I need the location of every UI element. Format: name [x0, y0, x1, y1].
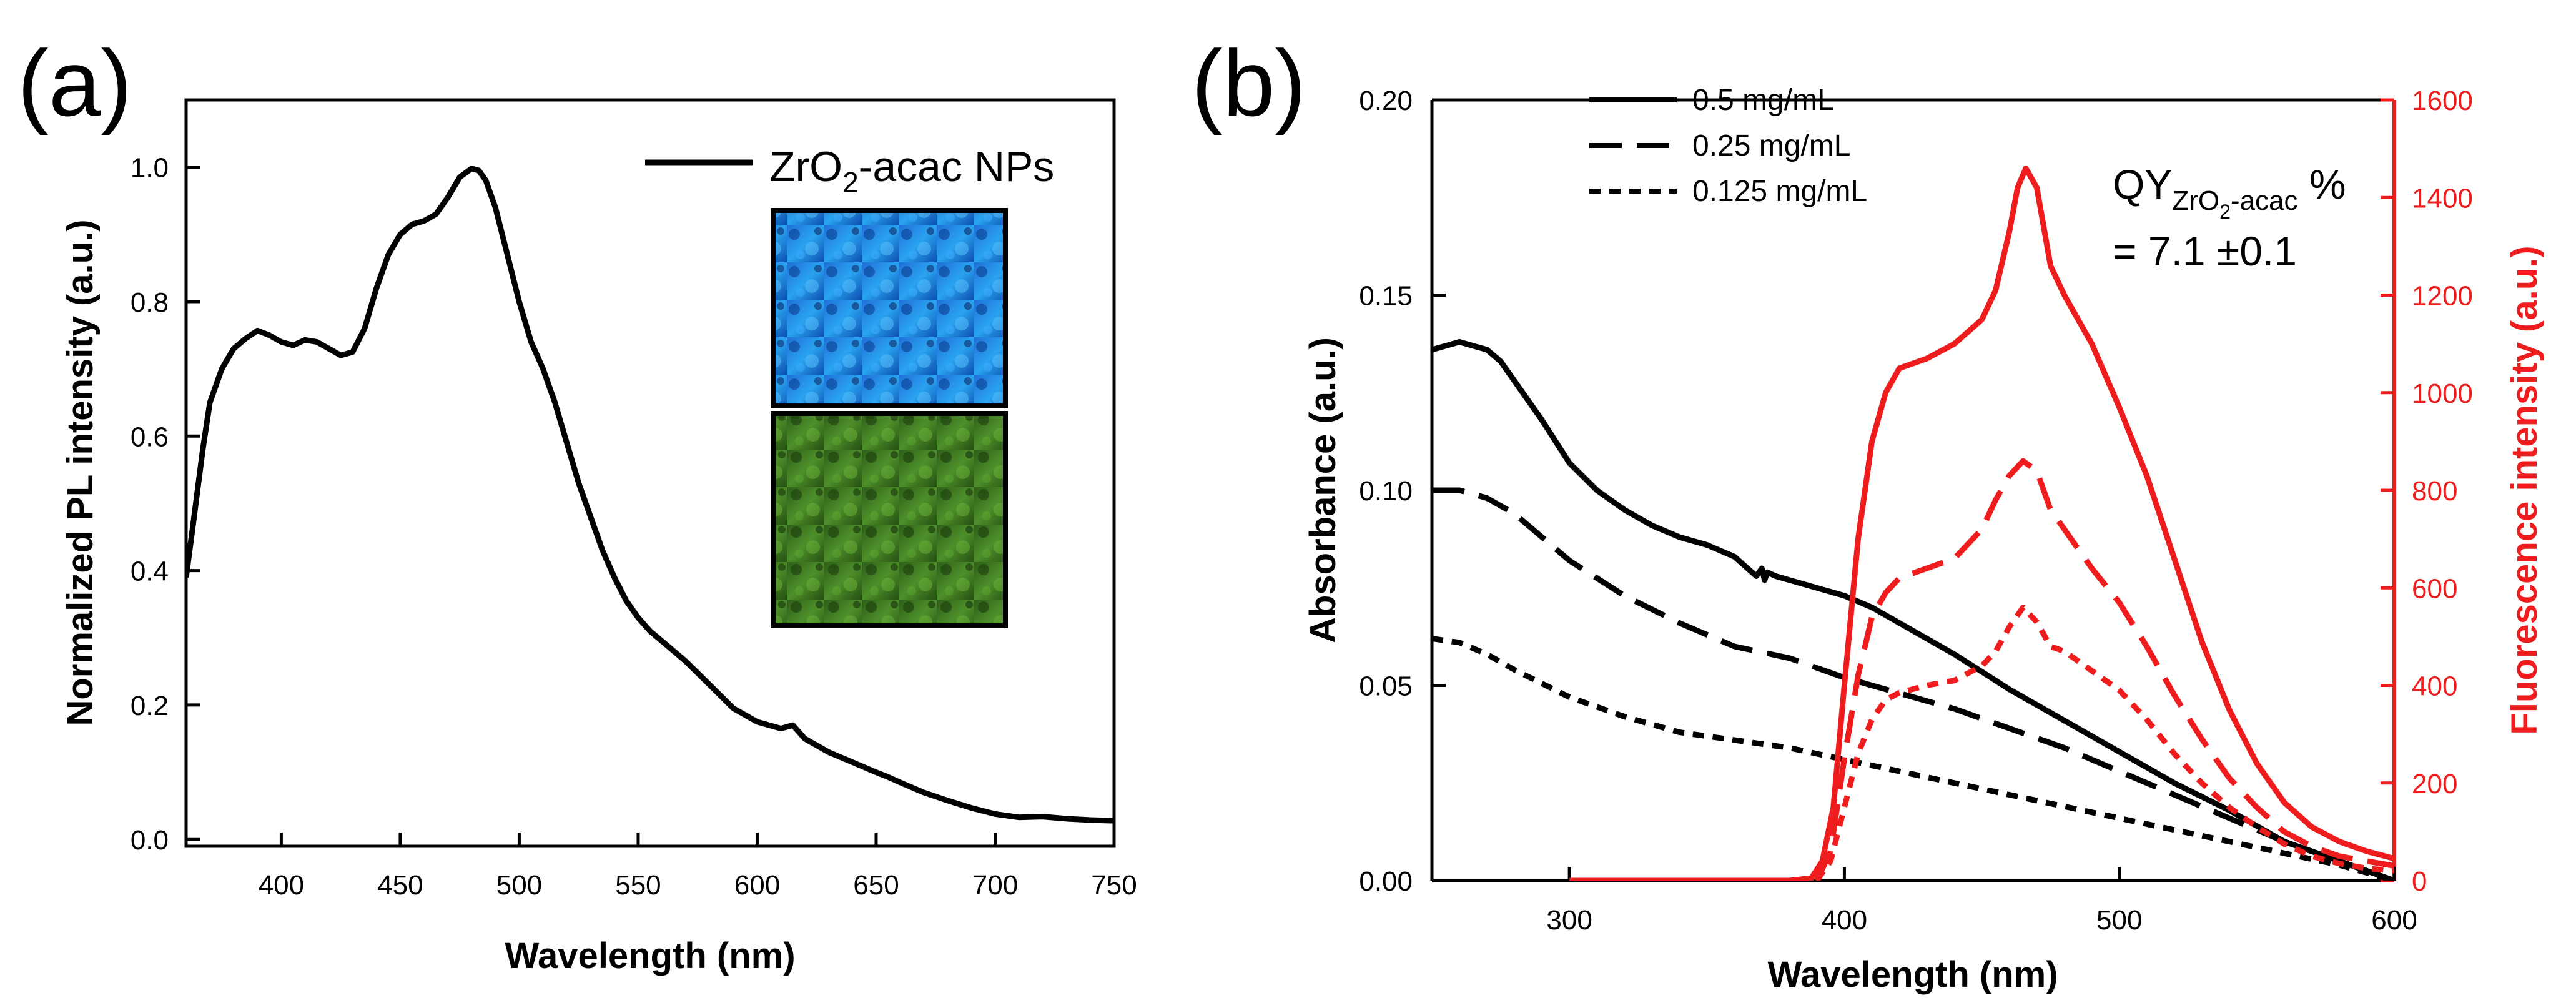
inset-green-micrograph	[771, 411, 1008, 628]
panel-b-x-tick-label: 400	[1822, 905, 1867, 936]
panel-a-x-tick-label: 750	[1091, 870, 1137, 901]
panel-b-label: (b)	[1192, 31, 1306, 136]
panel-a: (a) 400 450 500 550 600 650 700 750 0.0 0.2 0.4 0.6…	[17, 31, 1137, 976]
panel-a-y-tick-label: 0.4	[131, 556, 169, 587]
inset-blue-micrograph	[771, 208, 1008, 408]
panel-a-x-tick-label: 400	[259, 870, 304, 901]
legend-label-0: 0.5 mg/mL	[1692, 84, 1834, 117]
qy-percent: %	[2298, 161, 2346, 207]
panel-a-legend: ZrO2-acac NPs	[645, 143, 1054, 199]
panel-b-series-line-4	[1814, 458, 2394, 881]
panel-a-pl-line	[186, 166, 1114, 824]
panel-b-right-tick-label: 1400	[2412, 183, 2473, 214]
panel-a-label: (a)	[17, 31, 132, 136]
panel-b: (b) 300 400 500 600 0.00 0.05 0.10 0.15 0.20 0 200…	[1192, 31, 2545, 995]
qy-sub-pre: ZrO	[2172, 185, 2219, 216]
panel-a-y-tick-label: 0.6	[131, 422, 169, 452]
panel-b-right-tick-label: 400	[2412, 671, 2457, 702]
panel-a-y-tick-label: 0.0	[131, 825, 169, 856]
panel-b-series-line-5	[1814, 605, 2394, 881]
panel-b-ticks: 300 400 500 600 0.00 0.05 0.10 0.15 0.20 0 200 400 6…	[1359, 86, 2473, 936]
panel-b-series	[1432, 165, 2394, 881]
panel-b-x-axis-title: Wavelength (nm)	[1767, 954, 2058, 995]
qy-annotation: QYZrO2-acac % = 7.1 ±0.1	[2113, 161, 2346, 274]
panel-b-y-axis-title: Absorbance (a.u.)	[1303, 337, 1343, 643]
panel-a-x-tick-label: 550	[615, 870, 661, 901]
panel-b-y-tick-label: 0.20	[1359, 86, 1413, 116]
panel-b-series-line-3	[1569, 165, 2394, 881]
legend-sub: 2	[842, 166, 859, 199]
panel-b-right-tick-label: 1000	[2412, 378, 2473, 409]
qy-sub-post: -acac	[2231, 185, 2298, 216]
legend-label-2: 0.125 mg/mL	[1692, 175, 1867, 208]
qy-prefix: QY	[2113, 161, 2172, 207]
panel-b-x-tick-label: 600	[2371, 905, 2417, 936]
panel-b-right-tick-label: 1200	[2412, 281, 2473, 312]
panel-b-y-tick-label: 0.15	[1359, 281, 1413, 312]
panel-b-series-line-1	[1432, 487, 2394, 881]
panel-b-x-tick-label: 500	[2096, 905, 2142, 936]
legend-prefix: ZrO	[769, 143, 842, 190]
panel-b-y-tick-label: 0.10	[1359, 476, 1413, 506]
panel-a-x-tick-label: 500	[496, 870, 542, 901]
panel-a-y-tick-label: 1.0	[131, 153, 169, 184]
panel-a-x-tick-label: 600	[734, 870, 780, 901]
legend-label-1: 0.25 mg/mL	[1692, 129, 1850, 162]
panel-a-x-tick-label: 450	[377, 870, 423, 901]
panel-a-y-tick-label: 0.2	[131, 691, 169, 721]
panel-b-series-line-2	[1432, 636, 2394, 881]
panel-b-right-tick-label: 600	[2412, 573, 2457, 604]
legend-suffix: -acac NPs	[859, 143, 1055, 190]
panel-b-right-tick-label: 200	[2412, 769, 2457, 799]
panel-b-series-line-0	[1432, 339, 2394, 881]
panel-a-y-axis-title: Normalized PL intensity (a.u.)	[60, 219, 101, 726]
panel-b-right-tick-label: 0	[2412, 866, 2427, 897]
panel-b-x-tick-label: 300	[1546, 905, 1592, 936]
panel-b-y-tick-label: 0.00	[1359, 866, 1413, 897]
panel-a-x-tick-label: 700	[972, 870, 1018, 901]
panel-b-right-tick-label: 800	[2412, 476, 2457, 506]
qy-sub-num: 2	[2219, 200, 2231, 223]
panel-a-ticks: 400 450 500 550 600 650 700 750 0.0 0.2 0.4 0.6 0.8 1…	[131, 153, 1137, 901]
panel-b-right-tick-label: 1600	[2412, 86, 2473, 116]
qy-value: = 7.1 ±0.1	[2113, 228, 2297, 274]
panel-a-axes-frame	[184, 98, 1116, 848]
panel-a-legend-label: ZrO2-acac NPs	[769, 143, 1054, 199]
panel-a-y-tick-label: 0.8	[131, 287, 169, 318]
panel-a-x-axis-title: Wavelength (nm)	[505, 936, 795, 976]
qy-label: QYZrO2-acac %	[2113, 161, 2346, 223]
panel-b-legend: 0.5 mg/mL 0.25 mg/mL 0.125 mg/mL	[1589, 84, 1867, 208]
panel-b-y-tick-label: 0.05	[1359, 671, 1413, 702]
panel-b-right-axis-title: Fluorescence intensity (a.u.)	[2504, 245, 2545, 734]
panel-a-x-tick-label: 650	[853, 870, 899, 901]
panel-a-inset	[771, 208, 1008, 628]
